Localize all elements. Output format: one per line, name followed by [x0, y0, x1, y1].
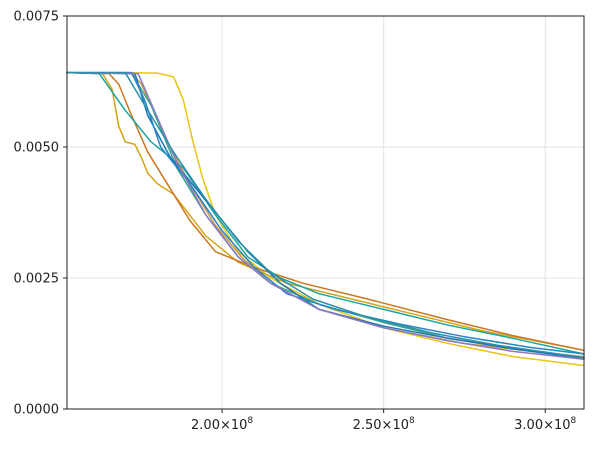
series-line-8 [66, 71, 585, 355]
x-axis: 2.00×108 2.50×108 3.00×108 [191, 409, 577, 433]
x-tick-label: 2.00×108 [191, 416, 253, 433]
series-group [66, 71, 585, 367]
y-tick-label: 0.0075 [14, 10, 60, 25]
x-tick-exponent: 8 [409, 416, 415, 426]
series-line-3 [66, 71, 585, 352]
y-tick-label: 0.0025 [14, 272, 60, 287]
series-line-2 [66, 71, 585, 352]
x-tick-exponent: 8 [247, 416, 253, 426]
x-tick-label: 3.00×108 [514, 416, 576, 433]
x-tick-times-ten: ×10 [543, 418, 570, 433]
x-tick-mantissa: 2.50 [353, 418, 382, 433]
x-tick-times-ten: ×10 [382, 418, 409, 433]
series-line-7 [66, 71, 585, 360]
y-axis: 0.0000 0.0025 0.0050 0.0075 [14, 10, 67, 418]
x-tick-times-ten: ×10 [220, 418, 247, 433]
series-line-10 [66, 71, 585, 359]
x-tick-mantissa: 2.00 [191, 418, 220, 433]
x-tick-label: 2.50×108 [353, 416, 415, 433]
series-line-5 [66, 71, 585, 355]
series-line-9 [66, 71, 585, 360]
plot-frame [66, 15, 585, 410]
y-tick-label: 0.0000 [14, 403, 60, 418]
y-tick-label: 0.0050 [14, 141, 60, 156]
x-tick-exponent: 8 [571, 416, 577, 426]
x-tick-mantissa: 3.00 [514, 418, 543, 433]
